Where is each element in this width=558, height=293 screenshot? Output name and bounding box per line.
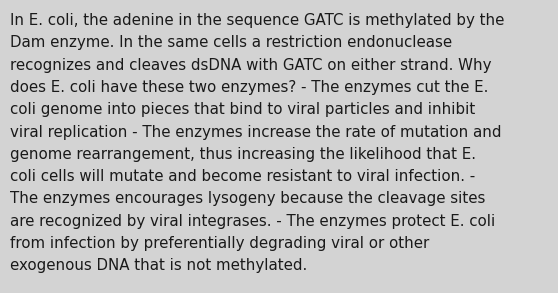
Text: viral replication - The enzymes increase the rate of mutation and: viral replication - The enzymes increase…: [10, 125, 502, 139]
Text: genome rearrangement, thus increasing the likelihood that E.: genome rearrangement, thus increasing th…: [10, 147, 476, 162]
Text: coli genome into pieces that bind to viral particles and inhibit: coli genome into pieces that bind to vir…: [10, 102, 475, 117]
Text: recognizes and cleaves dsDNA with GATC on either strand. Why: recognizes and cleaves dsDNA with GATC o…: [10, 58, 492, 73]
Text: Dam enzyme. In the same cells a restriction endonuclease: Dam enzyme. In the same cells a restrict…: [10, 35, 452, 50]
Text: In E. coli, the adenine in the sequence GATC is methylated by the: In E. coli, the adenine in the sequence …: [10, 13, 504, 28]
Text: The enzymes encourages lysogeny because the cleavage sites: The enzymes encourages lysogeny because …: [10, 191, 485, 206]
Text: coli cells will mutate and become resistant to viral infection. -: coli cells will mutate and become resist…: [10, 169, 475, 184]
Text: are recognized by viral integrases. - The enzymes protect E. coli: are recognized by viral integrases. - Th…: [10, 214, 496, 229]
Text: does E. coli have these two enzymes? - The enzymes cut the E.: does E. coli have these two enzymes? - T…: [10, 80, 488, 95]
Text: from infection by preferentially degrading viral or other: from infection by preferentially degradi…: [10, 236, 429, 251]
Text: exogenous DNA that is not methylated.: exogenous DNA that is not methylated.: [10, 258, 307, 273]
